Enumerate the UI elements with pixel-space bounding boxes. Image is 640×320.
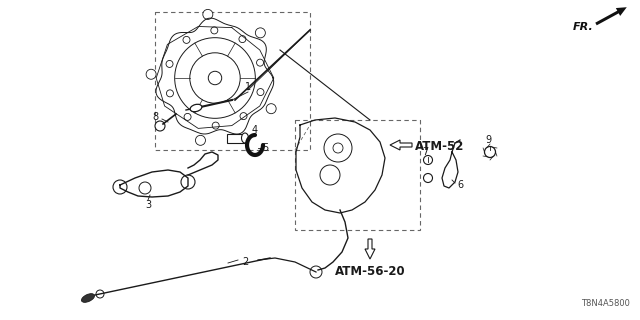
Circle shape [240, 113, 247, 120]
Text: T8N4A5800: T8N4A5800 [581, 299, 630, 308]
Text: ATM-56-20: ATM-56-20 [335, 265, 405, 278]
Circle shape [181, 175, 195, 189]
Circle shape [155, 121, 165, 131]
Circle shape [184, 113, 191, 120]
Circle shape [424, 156, 433, 164]
Text: 3: 3 [145, 200, 151, 210]
Circle shape [146, 69, 156, 79]
Bar [227, 133, 245, 142]
Ellipse shape [241, 133, 248, 143]
Circle shape [257, 59, 264, 66]
Bar [295, 120, 420, 230]
Text: 7: 7 [422, 147, 428, 157]
Polygon shape [365, 239, 375, 259]
Ellipse shape [190, 104, 202, 112]
Circle shape [203, 9, 213, 20]
Circle shape [424, 173, 433, 182]
Circle shape [212, 122, 219, 129]
Circle shape [484, 147, 495, 157]
Text: 9: 9 [485, 135, 491, 145]
Text: 1: 1 [245, 82, 251, 92]
Text: 2: 2 [242, 257, 248, 267]
Circle shape [239, 36, 246, 43]
Text: FR.: FR. [573, 22, 594, 32]
Circle shape [113, 180, 127, 194]
Polygon shape [390, 140, 412, 150]
Text: 8: 8 [152, 112, 158, 122]
Ellipse shape [81, 294, 95, 302]
Text: 6: 6 [457, 180, 463, 190]
Circle shape [96, 290, 104, 298]
Text: ATM-52: ATM-52 [415, 140, 465, 153]
Text: 5: 5 [262, 143, 268, 153]
FancyArrow shape [595, 7, 627, 25]
Circle shape [166, 90, 173, 97]
Circle shape [211, 27, 218, 34]
Circle shape [266, 104, 276, 114]
Circle shape [257, 89, 264, 96]
Circle shape [195, 135, 205, 145]
Text: 4: 4 [252, 125, 258, 135]
Circle shape [139, 182, 151, 194]
Circle shape [166, 60, 173, 68]
Circle shape [183, 36, 190, 44]
Bar [155, 12, 310, 150]
Circle shape [255, 28, 266, 38]
